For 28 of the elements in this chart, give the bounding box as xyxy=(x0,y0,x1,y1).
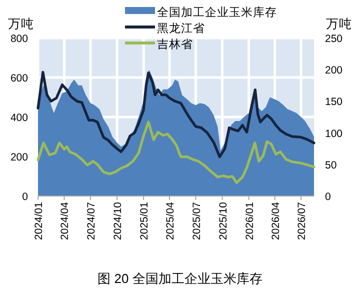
x-tick-label: 2025/07 xyxy=(190,202,203,240)
x-tick-label: 2026/04 xyxy=(270,202,282,240)
y-tick-label: 800 xyxy=(10,33,28,45)
y2-tick-label: 250 xyxy=(325,33,343,45)
x-tick-label: 2025/10 xyxy=(217,202,230,240)
x-tick-label: 2026/07 xyxy=(296,202,308,240)
y2-tick-label: 150 xyxy=(325,96,343,108)
legend-label: 黑龙江省 xyxy=(157,22,205,35)
legend-label: 吉林省 xyxy=(157,38,193,51)
y2-axis-title: 万吨 xyxy=(326,17,352,31)
x-tick-label: 2024/10 xyxy=(112,202,124,240)
text: 图 20 全国加工企业玉米库存 xyxy=(98,271,262,286)
y-tick-label: 600 xyxy=(10,72,28,84)
y-tick-label: 200 xyxy=(10,152,28,164)
y2-tick-label: 0 xyxy=(325,191,331,203)
x-tick-label: 2024/01 xyxy=(33,202,45,240)
x-tick-label: 2026/01 xyxy=(244,202,256,240)
y2-tick-label: 100 xyxy=(325,128,343,140)
y-tick-label: 400 xyxy=(10,112,28,124)
y2-tick-label: 200 xyxy=(325,64,343,77)
x-tick-label: 2024/07 xyxy=(85,202,98,240)
y2-tick-label: 50 xyxy=(325,159,337,172)
x-tick-label: 2025/04 xyxy=(164,202,177,240)
x-tick-label: 2024/04 xyxy=(59,202,72,240)
x-tick-label: 2025/01 xyxy=(138,202,151,240)
y-axis-title: 万吨 xyxy=(8,17,34,31)
y-tick-label: 0 xyxy=(22,191,28,203)
legend-label: 全国加工企业玉米库存 xyxy=(157,5,277,19)
